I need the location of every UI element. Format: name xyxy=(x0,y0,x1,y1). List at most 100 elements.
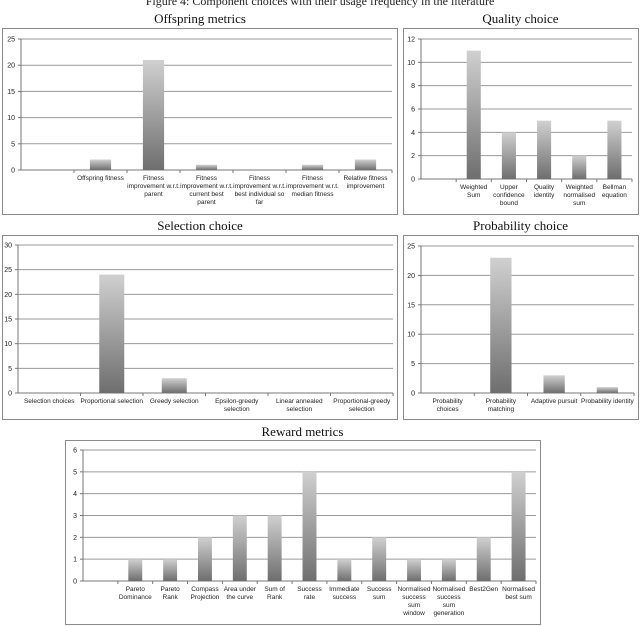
bar xyxy=(476,537,491,581)
chart-svg: 0 5 10 15 20 25 xyxy=(7,37,393,175)
x-tick-label: Weighted normalised sum xyxy=(563,184,596,207)
bar xyxy=(337,559,352,581)
bar xyxy=(161,378,187,393)
bar xyxy=(607,120,622,179)
x-tick-label: Immediate success xyxy=(329,586,360,601)
x-tick-label: Success rate xyxy=(297,586,322,601)
x-tick-label: Fitness improvement w.r.t. median fitnes… xyxy=(286,175,339,198)
y-tick-label: 12 xyxy=(407,37,415,44)
x-tick-label: Probability choices xyxy=(432,398,463,413)
bar xyxy=(354,159,377,170)
x-tick-label: Linear annealed selection xyxy=(275,398,323,413)
bar xyxy=(128,559,143,581)
bar xyxy=(163,559,178,581)
bar xyxy=(537,120,552,179)
y-tick-label: 5 xyxy=(11,141,15,148)
y-tick-label: 2 xyxy=(411,153,415,160)
chart-svg: 0 5 10 15 20 25 xyxy=(407,244,635,398)
bar xyxy=(596,387,619,393)
y-tick-label: 1 xyxy=(73,557,77,564)
y-tick-label: 10 xyxy=(407,60,415,67)
y-tick-label: 20 xyxy=(7,63,15,70)
x-tick-label: Upper confidence bound xyxy=(493,184,525,207)
bar xyxy=(490,257,512,393)
x-tick-label: Offspring fitness xyxy=(77,175,124,182)
bar xyxy=(501,132,516,179)
chart-title-probability: Probability choice xyxy=(473,218,568,233)
x-tick-label: Proportional-greedy selection xyxy=(333,398,391,413)
y-tick-label: 4 xyxy=(411,130,415,137)
bar xyxy=(99,274,125,393)
y-tick-label: 4 xyxy=(73,491,77,498)
chart-probability-choice: 0 5 10 15 20 25 Probability choices Probability… xyxy=(403,235,639,420)
x-tick-label: Selection choices xyxy=(23,398,75,405)
bar xyxy=(466,50,481,180)
bar xyxy=(543,375,565,393)
y-tick-label: 10 xyxy=(407,332,415,339)
y-tick-label: 0 xyxy=(73,579,77,586)
x-tick-label: Weighted Sum xyxy=(460,184,488,199)
chart-title-quality: Quality choice xyxy=(482,11,559,26)
bar xyxy=(232,515,247,581)
chart-quality-choice: 0 2 4 6 8 10 12 Weighted Sum Upper confidence bo… xyxy=(403,28,639,215)
y-tick-label: 25 xyxy=(4,267,12,274)
y-tick-label: 20 xyxy=(407,273,415,280)
y-tick-label: 5 xyxy=(8,366,12,373)
bar xyxy=(372,537,387,581)
bar xyxy=(195,164,218,170)
chart-selection-choice: 0 5 10 15 20 25 30 Selection choices Proportiona… xyxy=(2,235,398,420)
chart-svg: 0 2 4 6 8 10 12 xyxy=(407,37,633,184)
y-tick-label: 6 xyxy=(411,107,415,114)
x-tick-label: Bellman equation xyxy=(601,184,627,199)
x-tick-label: Normalised best sum xyxy=(502,586,535,601)
x-tick-label: Probability matching xyxy=(485,398,517,413)
bar xyxy=(407,559,422,581)
bar xyxy=(301,164,324,170)
y-tick-label: 0 xyxy=(411,177,415,184)
y-tick-label: 5 xyxy=(411,361,415,368)
x-tick-label: Relative fitness improvement xyxy=(343,175,388,190)
y-tick-label: 5 xyxy=(73,469,77,476)
y-tick-label: 0 xyxy=(411,391,415,398)
chart-reward-metrics: 0 1 2 3 4 5 6 Pareto Dominance Pareto Rank Compas… xyxy=(65,440,541,625)
y-tick-label: 8 xyxy=(411,83,415,90)
x-tick-label: Best2Gen xyxy=(469,586,499,593)
y-tick-label: 15 xyxy=(407,302,415,309)
x-tick-label: Fitness improvement w.r.t. parent xyxy=(127,175,180,198)
chart-title-offspring: Offspring metrics xyxy=(154,11,246,26)
x-tick-label: Greedy selection xyxy=(149,398,199,405)
bar xyxy=(511,471,526,581)
x-tick-label: Epsilon-greedy selection xyxy=(215,398,259,413)
x-tick-label: Pareto Dominance xyxy=(118,586,152,601)
x-tick-label: Probability identity xyxy=(581,398,634,405)
x-tick-label: Success sum xyxy=(366,586,392,601)
y-tick-label: 2 xyxy=(73,535,77,542)
x-tick-label: Quality identity xyxy=(533,184,555,199)
y-tick-label: 6 xyxy=(73,448,77,455)
y-tick-label: 25 xyxy=(7,37,15,44)
bar xyxy=(267,515,282,581)
figure-caption: Figure 4: Component choices with their u… xyxy=(145,0,495,8)
y-tick-label: 25 xyxy=(407,244,415,251)
y-tick-label: 10 xyxy=(7,115,15,122)
bar xyxy=(89,159,112,170)
y-tick-label: 0 xyxy=(8,391,12,398)
y-tick-label: 20 xyxy=(4,292,12,299)
x-tick-label: Normalised success sum window xyxy=(397,586,431,617)
chart-svg: 0 1 2 3 4 5 6 xyxy=(73,448,537,586)
y-tick-label: 10 xyxy=(4,341,12,348)
y-tick-label: 0 xyxy=(11,168,15,175)
chart-offspring-metrics: 0 5 10 15 20 25 Offspring fitness Fitness impro… xyxy=(2,28,398,215)
chart-title-selection: Selection choice xyxy=(157,218,243,233)
x-tick-label: Sum of Rank xyxy=(264,586,285,601)
x-tick-label: Normalised success sum generation xyxy=(432,586,466,617)
y-tick-label: 15 xyxy=(4,317,12,324)
x-tick-label: Fitness improvement w.r.t. best individu… xyxy=(233,175,286,206)
y-tick-label: 3 xyxy=(73,513,77,520)
x-tick-label: Area under the curve xyxy=(223,586,256,601)
chart-title-reward: Reward metrics xyxy=(261,424,344,439)
y-tick-label: 15 xyxy=(7,89,15,96)
chart-svg: 0 5 10 15 20 25 30 xyxy=(4,243,394,398)
bar xyxy=(142,59,165,170)
x-tick-label: Fitness improvement w.r.t. current best … xyxy=(180,175,233,206)
